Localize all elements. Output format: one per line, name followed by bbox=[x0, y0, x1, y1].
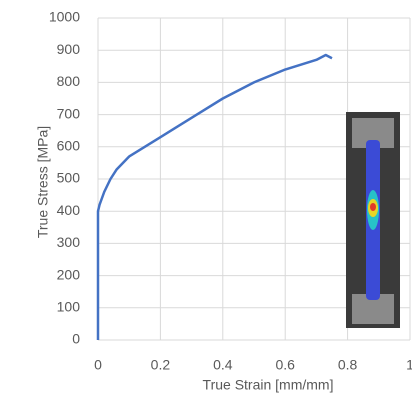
y-tick-label: 400 bbox=[57, 202, 81, 218]
y-tick-label: 0 bbox=[72, 331, 80, 347]
y-axis-title: True Stress [MPa] bbox=[35, 126, 51, 238]
y-tick-label: 800 bbox=[57, 73, 81, 89]
y-tick-label: 700 bbox=[57, 105, 81, 121]
x-tick-label: 0.2 bbox=[151, 357, 171, 373]
y-tick-label: 100 bbox=[57, 299, 81, 315]
x-axis-title: True Strain [mm/mm] bbox=[203, 377, 334, 393]
x-tick-label: 1 bbox=[406, 357, 412, 373]
data-line bbox=[96, 53, 333, 340]
specimen-image bbox=[346, 112, 400, 328]
x-tick-label: 0.8 bbox=[338, 357, 358, 373]
y-tick-label: 500 bbox=[57, 170, 81, 186]
x-tick-label: 0.6 bbox=[275, 357, 295, 373]
y-tick-label: 1000 bbox=[49, 9, 80, 25]
y-tick-label: 600 bbox=[57, 138, 81, 154]
y-tick-label: 900 bbox=[57, 41, 81, 57]
y-tick-label: 300 bbox=[57, 234, 81, 250]
y-tick-label: 200 bbox=[57, 266, 81, 282]
x-tick-label: 0.4 bbox=[213, 357, 233, 373]
x-tick-label: 0 bbox=[94, 357, 102, 373]
strain-peak bbox=[370, 203, 376, 211]
